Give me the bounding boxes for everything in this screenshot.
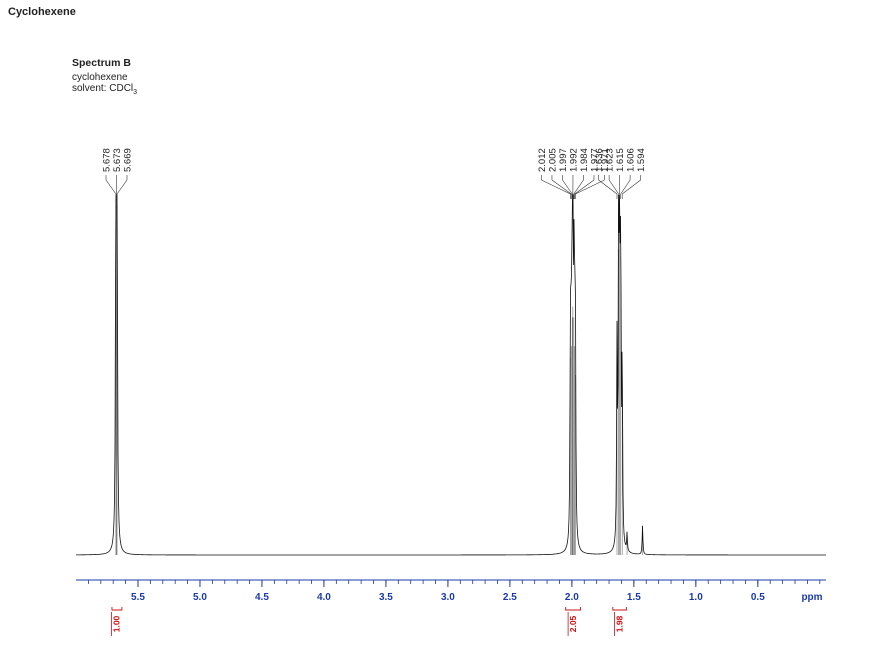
peak-label: 1.606	[626, 148, 637, 172]
solvent-prefix: solvent:	[72, 83, 110, 94]
peak-label: 1.594	[636, 148, 647, 172]
peak-label-leader	[105, 179, 117, 195]
x-tick-label: 3.5	[379, 592, 393, 603]
spectrum-title: Spectrum B	[72, 57, 131, 69]
peak-label-leader	[541, 179, 571, 195]
peak-label: 2.005	[547, 148, 558, 172]
peak-label: 1.615	[615, 148, 626, 172]
peak-label: 5.669	[122, 148, 133, 172]
x-tick-label: 4.5	[255, 592, 269, 603]
integral-bracket	[111, 607, 123, 611]
integral-value: 2.05	[568, 615, 578, 632]
x-tick-label: 0.5	[751, 592, 765, 603]
peak-label-leader	[598, 179, 618, 195]
peak-label: 1.992	[568, 148, 579, 172]
peak-label: 1.623	[605, 148, 616, 172]
solvent-line: solvent: CDCl3	[72, 83, 137, 98]
integral-value: 1.00	[112, 615, 122, 632]
x-tick-label: 5.5	[131, 592, 145, 603]
x-tick-label: 2.0	[565, 592, 579, 603]
solvent-name: CDCl	[109, 83, 134, 94]
solvent-subscript: 3	[133, 89, 138, 96]
x-tick-label: 5.0	[193, 592, 207, 603]
peak-label-leader	[622, 179, 641, 195]
compound-name: cyclohexene	[72, 72, 128, 83]
peak-label-leader	[551, 179, 572, 195]
integral-bracket	[565, 607, 581, 611]
peak-label: 1.971	[600, 148, 611, 172]
spectrum-trace	[75, 194, 826, 556]
integral-value: 1.98	[615, 615, 625, 632]
peak-label: 1.636	[594, 148, 605, 172]
peak-label-leader	[574, 179, 595, 195]
spectrum-info: Spectrum B cyclohexene solvent: CDCl3	[72, 58, 137, 98]
peak-label: 1.997	[558, 148, 569, 172]
peak-label-leader	[575, 179, 605, 195]
integral-bracket	[612, 607, 627, 611]
peak-label: 1.977	[589, 148, 600, 172]
x-tick-label: 2.5	[503, 592, 517, 603]
peak-label: 5.678	[101, 148, 112, 172]
peak-label-leader	[116, 179, 128, 195]
x-tick-label: 3.0	[441, 592, 455, 603]
x-axis-label: ppm	[801, 592, 822, 603]
peak-label: 2.012	[537, 148, 548, 172]
peak-label: 1.984	[579, 148, 590, 172]
x-tick-label: 1.5	[627, 592, 641, 603]
peak-label-leader	[562, 179, 573, 195]
peak-label: 5.673	[112, 148, 123, 172]
page-title: Cyclohexene	[8, 6, 76, 18]
peak-label-leader	[573, 179, 584, 195]
peak-label-leader	[608, 179, 619, 195]
x-tick-label: 1.0	[689, 592, 703, 603]
peak-label-leader	[620, 179, 631, 195]
x-tick-label: 4.0	[317, 592, 331, 603]
